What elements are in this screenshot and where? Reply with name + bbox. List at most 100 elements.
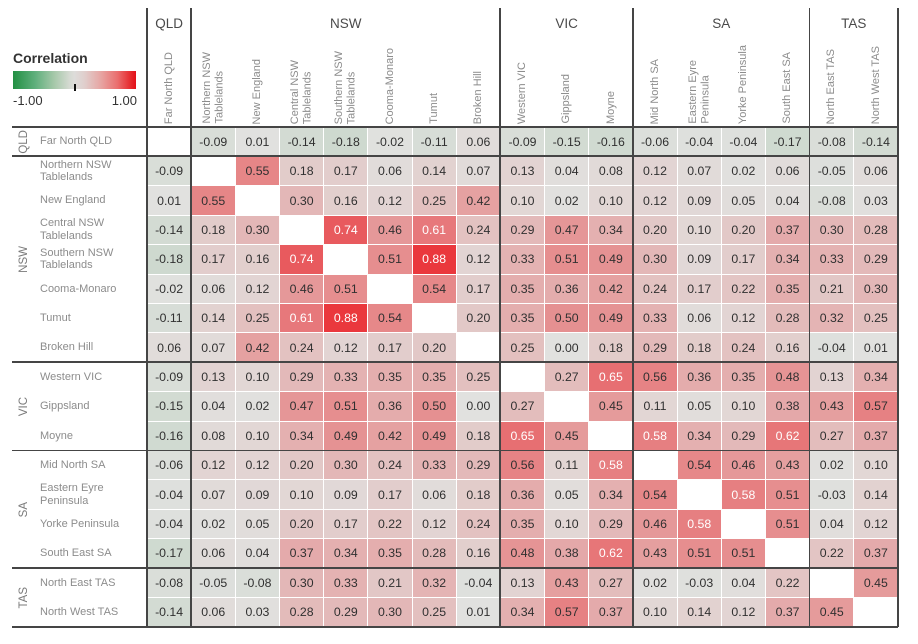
matrix-cell[interactable]: 0.24 <box>721 333 765 362</box>
matrix-cell[interactable]: 0.46 <box>368 215 412 245</box>
matrix-cell[interactable]: -0.15 <box>545 127 589 156</box>
matrix-cell[interactable]: 0.38 <box>765 392 810 421</box>
matrix-cell[interactable]: -0.14 <box>147 215 191 245</box>
matrix-cell[interactable]: 0.01 <box>147 186 191 215</box>
matrix-cell[interactable]: 0.10 <box>677 215 721 245</box>
matrix-cell[interactable]: 0.13 <box>810 362 854 392</box>
matrix-cell[interactable]: 0.06 <box>456 127 500 156</box>
matrix-cell[interactable]: 0.25 <box>412 186 456 215</box>
matrix-cell[interactable]: 0.33 <box>810 245 854 274</box>
matrix-cell[interactable]: 0.42 <box>368 421 412 451</box>
matrix-cell[interactable]: 0.00 <box>545 333 589 362</box>
matrix-cell[interactable]: 0.30 <box>854 274 898 303</box>
matrix-cell[interactable]: 0.62 <box>589 539 633 568</box>
matrix-cell[interactable]: 0.02 <box>191 509 235 539</box>
matrix-cell[interactable]: 0.20 <box>280 509 324 539</box>
matrix-cell[interactable]: 0.06 <box>191 274 235 303</box>
matrix-cell[interactable]: 0.74 <box>324 215 368 245</box>
matrix-cell[interactable]: 0.29 <box>721 421 765 451</box>
matrix-cell[interactable]: 0.50 <box>412 392 456 421</box>
matrix-cell[interactable]: 0.13 <box>191 362 235 392</box>
matrix-cell[interactable]: 0.03 <box>235 598 280 627</box>
matrix-cell[interactable]: 0.45 <box>589 392 633 421</box>
matrix-cell[interactable]: -0.04 <box>456 568 500 598</box>
matrix-cell[interactable]: 0.17 <box>456 274 500 303</box>
matrix-cell[interactable]: 0.08 <box>589 156 633 186</box>
matrix-cell[interactable]: -0.17 <box>147 539 191 568</box>
matrix-cell[interactable]: 0.04 <box>810 509 854 539</box>
matrix-cell[interactable]: 0.17 <box>324 156 368 186</box>
matrix-cell[interactable] <box>589 421 633 451</box>
matrix-cell[interactable]: 0.33 <box>324 568 368 598</box>
matrix-cell[interactable]: 0.37 <box>854 421 898 451</box>
matrix-cell[interactable]: 0.04 <box>235 539 280 568</box>
matrix-cell[interactable]: 0.30 <box>235 215 280 245</box>
matrix-cell[interactable]: 0.51 <box>324 274 368 303</box>
matrix-cell[interactable]: 0.46 <box>633 509 677 539</box>
matrix-cell[interactable]: 0.18 <box>589 333 633 362</box>
matrix-cell[interactable]: 0.21 <box>368 568 412 598</box>
matrix-cell[interactable]: 0.09 <box>324 480 368 509</box>
matrix-cell[interactable] <box>368 274 412 303</box>
matrix-cell[interactable]: 0.02 <box>810 451 854 480</box>
matrix-cell[interactable]: 0.47 <box>280 392 324 421</box>
matrix-cell[interactable]: 0.30 <box>633 245 677 274</box>
matrix-cell[interactable]: 0.30 <box>810 215 854 245</box>
matrix-cell[interactable] <box>854 598 898 627</box>
matrix-cell[interactable]: 0.29 <box>324 598 368 627</box>
matrix-cell[interactable] <box>810 568 854 598</box>
matrix-cell[interactable]: 0.21 <box>810 274 854 303</box>
matrix-cell[interactable]: 0.57 <box>545 598 589 627</box>
matrix-cell[interactable]: 0.36 <box>500 480 545 509</box>
matrix-cell[interactable]: 0.51 <box>765 480 810 509</box>
matrix-cell[interactable]: -0.06 <box>633 127 677 156</box>
matrix-cell[interactable]: 0.30 <box>324 451 368 480</box>
matrix-cell[interactable]: 0.24 <box>368 451 412 480</box>
matrix-cell[interactable]: -0.08 <box>810 186 854 215</box>
matrix-cell[interactable]: 0.29 <box>589 509 633 539</box>
matrix-cell[interactable]: 0.29 <box>280 362 324 392</box>
matrix-cell[interactable]: 0.16 <box>235 245 280 274</box>
matrix-cell[interactable]: 0.10 <box>854 451 898 480</box>
matrix-cell[interactable]: 0.27 <box>589 568 633 598</box>
matrix-cell[interactable] <box>677 480 721 509</box>
matrix-cell[interactable] <box>280 215 324 245</box>
matrix-cell[interactable]: 0.10 <box>545 509 589 539</box>
matrix-cell[interactable]: 0.16 <box>324 186 368 215</box>
matrix-cell[interactable]: 0.20 <box>280 451 324 480</box>
matrix-cell[interactable]: -0.14 <box>147 598 191 627</box>
matrix-cell[interactable] <box>235 186 280 215</box>
matrix-cell[interactable]: 0.32 <box>810 303 854 333</box>
matrix-cell[interactable]: 0.11 <box>545 451 589 480</box>
matrix-cell[interactable]: 0.27 <box>545 362 589 392</box>
matrix-cell[interactable]: 0.45 <box>810 598 854 627</box>
matrix-cell[interactable]: 0.12 <box>368 186 412 215</box>
matrix-cell[interactable]: -0.15 <box>147 392 191 421</box>
matrix-cell[interactable]: -0.11 <box>147 303 191 333</box>
matrix-cell[interactable]: 0.06 <box>854 156 898 186</box>
matrix-cell[interactable]: 0.10 <box>280 480 324 509</box>
matrix-cell[interactable]: 0.14 <box>854 480 898 509</box>
matrix-cell[interactable]: 0.35 <box>721 362 765 392</box>
matrix-cell[interactable]: 0.34 <box>765 245 810 274</box>
matrix-cell[interactable]: 0.25 <box>500 333 545 362</box>
matrix-cell[interactable]: 0.33 <box>412 451 456 480</box>
matrix-cell[interactable]: -0.04 <box>810 333 854 362</box>
matrix-cell[interactable]: 0.03 <box>854 186 898 215</box>
matrix-cell[interactable]: 0.25 <box>235 303 280 333</box>
matrix-cell[interactable]: -0.09 <box>147 156 191 186</box>
matrix-cell[interactable]: -0.09 <box>191 127 235 156</box>
matrix-cell[interactable]: 0.42 <box>456 186 500 215</box>
matrix-cell[interactable]: -0.18 <box>147 245 191 274</box>
matrix-cell[interactable]: 0.22 <box>721 274 765 303</box>
matrix-cell[interactable]: 0.27 <box>810 421 854 451</box>
matrix-cell[interactable]: 0.05 <box>235 509 280 539</box>
matrix-cell[interactable]: 0.43 <box>633 539 677 568</box>
matrix-cell[interactable]: 0.62 <box>765 421 810 451</box>
matrix-cell[interactable]: -0.16 <box>589 127 633 156</box>
matrix-cell[interactable]: 0.56 <box>633 362 677 392</box>
matrix-cell[interactable]: -0.08 <box>147 568 191 598</box>
matrix-cell[interactable]: 0.02 <box>633 568 677 598</box>
matrix-cell[interactable]: 0.11 <box>633 392 677 421</box>
matrix-cell[interactable]: 0.06 <box>412 480 456 509</box>
